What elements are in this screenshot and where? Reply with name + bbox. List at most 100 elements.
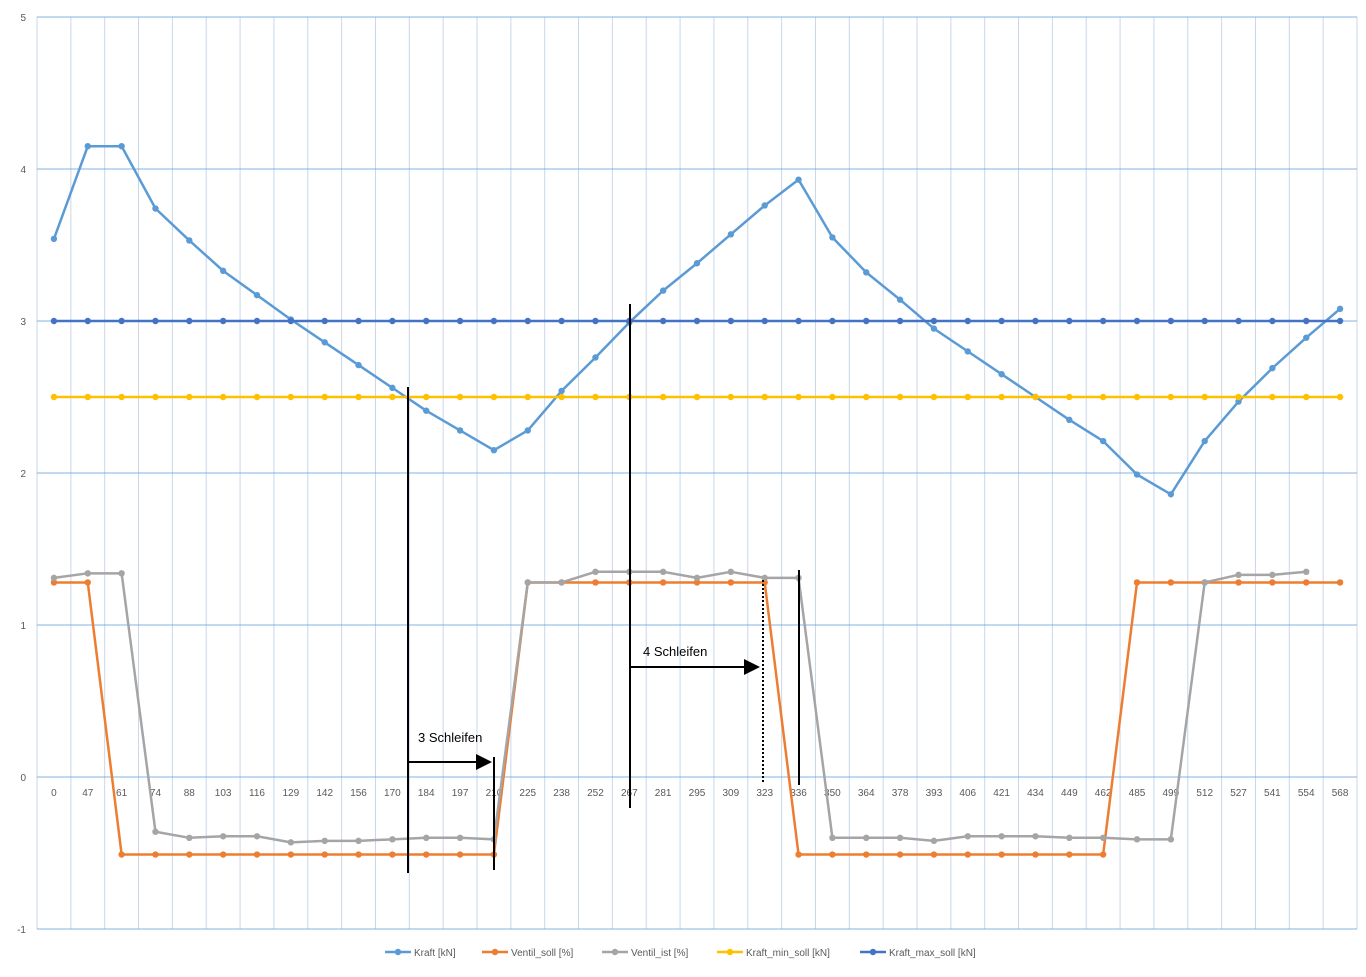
legend-label: Kraft [kN] [414,948,456,959]
data-point [863,393,870,401]
data-point [84,570,91,577]
x-tick-label: 323 [756,788,773,799]
x-tick-label: 252 [587,788,604,799]
series-kraft [50,143,1344,498]
data-point [896,317,904,325]
data-point [219,317,227,325]
data-point [1167,317,1175,325]
data-point [152,205,159,212]
x-tick-label: 170 [384,788,401,799]
data-point [930,393,938,401]
data-point [152,828,159,835]
data-point [186,317,193,325]
y-tick-label: 0 [20,773,26,784]
data-point [355,361,362,369]
data-point [1235,393,1242,401]
data-point [964,833,971,840]
data-point [558,579,565,586]
legend-entry: Kraft [kN] [385,948,456,959]
data-point [659,317,667,325]
data-point [1066,834,1073,841]
data-point [253,317,261,325]
data-point [998,317,1005,325]
data-point [84,317,91,325]
data-point [964,348,971,355]
data-point [998,371,1005,378]
data-point [1336,579,1344,586]
data-point [50,317,58,325]
data-point [524,427,531,434]
data-point [456,317,464,325]
data-point [253,851,261,858]
data-point [659,287,667,294]
series-kraft-min-soll [50,393,1344,401]
data-point [1167,579,1175,586]
data-point [186,834,193,841]
legend-entry: Kraft_min_soll [kN] [717,948,830,959]
data-point [829,834,836,841]
x-tick-label: 568 [1332,788,1349,799]
data-point [389,836,396,843]
data-point [1235,579,1242,586]
data-point [727,317,735,325]
x-tick-label: 197 [452,788,469,799]
data-point [693,574,701,582]
x-tick-label: 156 [350,788,367,799]
data-point [998,851,1005,858]
data-point [84,579,91,586]
data-point [761,202,768,209]
x-tick-label: 295 [689,788,706,799]
annotation-label: 4 Schleifen [643,644,707,659]
data-point [321,851,328,858]
data-point [896,393,904,401]
x-tick-label: 225 [519,788,536,799]
y-tick-label: 5 [20,13,26,24]
y-tick-label: 2 [20,469,26,480]
data-point [118,317,125,325]
series-line [53,570,1307,844]
data-point [152,393,159,401]
data-point [558,317,565,325]
x-tick-label: 406 [959,788,976,799]
data-point [423,851,430,858]
data-point [693,393,701,401]
data-point [524,393,531,401]
data-point [1133,393,1141,401]
data-point [1303,334,1310,341]
data-point [863,269,870,276]
data-point [355,393,362,401]
data-point [829,317,836,325]
data-point [659,579,667,586]
x-tick-label: 499 [1163,788,1180,799]
data-point [1336,393,1344,401]
x-tick-label: 61 [116,788,128,799]
data-point [1269,571,1276,579]
data-point [1269,393,1276,401]
data-point [829,851,836,858]
data-point [118,143,125,150]
data-point [152,851,159,858]
data-point [1099,834,1107,841]
data-point [727,568,735,575]
data-point [592,354,599,361]
data-point [186,393,193,401]
x-tick-label: 462 [1095,788,1112,799]
data-point [1235,317,1242,325]
x-tick-label: 281 [655,788,672,799]
data-point [592,579,599,586]
data-point [1167,836,1175,843]
data-point [1066,416,1073,423]
legend-label: Kraft_max_soll [kN] [889,948,976,959]
data-point [219,393,227,401]
data-point [50,574,58,582]
data-point [829,393,836,401]
x-tick-label: 74 [150,788,162,799]
legend-swatch-marker [491,948,499,956]
x-tick-label: 512 [1196,788,1213,799]
data-point [186,237,193,244]
data-point [558,393,565,401]
data-point [1032,833,1039,840]
data-point [423,407,430,414]
data-point [524,317,531,325]
